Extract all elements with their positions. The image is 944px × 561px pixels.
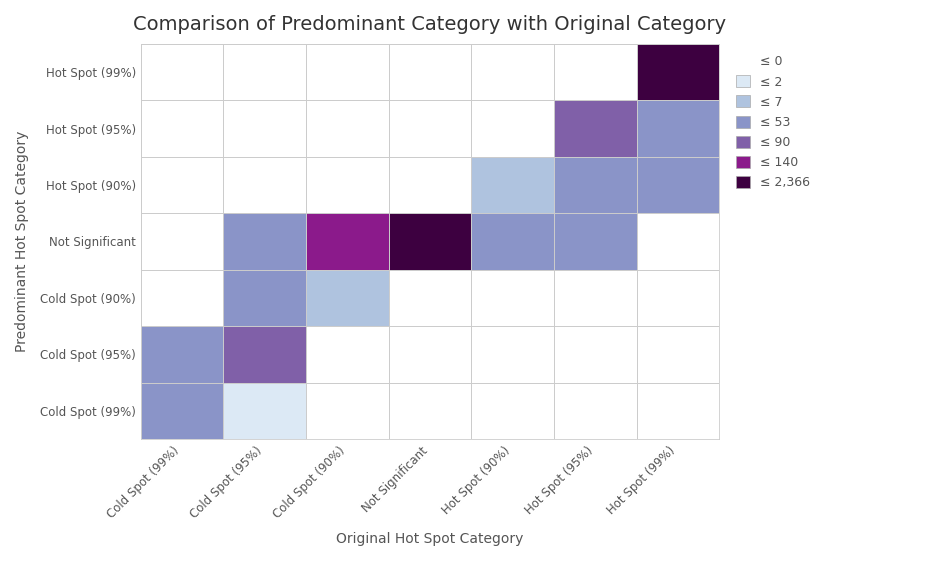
Bar — [471, 383, 553, 439]
Bar — [388, 213, 471, 270]
Bar — [553, 44, 636, 100]
Bar — [306, 270, 388, 326]
Bar — [141, 326, 223, 383]
Bar — [636, 326, 718, 383]
Bar — [636, 213, 718, 270]
Bar — [553, 100, 636, 157]
Bar — [306, 44, 388, 100]
Bar — [553, 213, 636, 270]
Bar — [306, 326, 388, 383]
Bar — [223, 100, 306, 157]
Bar — [553, 157, 636, 213]
Bar — [388, 383, 471, 439]
Bar — [388, 100, 471, 157]
Bar — [388, 157, 471, 213]
Bar — [141, 157, 223, 213]
Bar — [141, 213, 223, 270]
Title: Comparison of Predominant Category with Original Category: Comparison of Predominant Category with … — [133, 15, 726, 34]
X-axis label: Original Hot Spot Category: Original Hot Spot Category — [336, 532, 523, 546]
Bar — [306, 100, 388, 157]
Y-axis label: Predominant Hot Spot Category: Predominant Hot Spot Category — [15, 131, 29, 352]
Bar — [471, 100, 553, 157]
Bar — [306, 383, 388, 439]
Bar — [636, 157, 718, 213]
Bar — [636, 100, 718, 157]
Bar — [388, 326, 471, 383]
Bar — [141, 100, 223, 157]
Bar — [223, 157, 306, 213]
Bar — [223, 44, 306, 100]
Bar — [471, 326, 553, 383]
Bar — [636, 270, 718, 326]
Bar — [553, 383, 636, 439]
Bar — [471, 157, 553, 213]
Bar — [306, 213, 388, 270]
Bar — [141, 270, 223, 326]
Bar — [223, 383, 306, 439]
Bar — [388, 270, 471, 326]
Bar — [223, 213, 306, 270]
Bar — [553, 326, 636, 383]
Bar — [636, 44, 718, 100]
Bar — [471, 270, 553, 326]
Bar — [141, 44, 223, 100]
Bar — [141, 383, 223, 439]
Bar — [471, 213, 553, 270]
Bar — [388, 44, 471, 100]
Bar — [306, 157, 388, 213]
Bar — [471, 44, 553, 100]
Legend: ≤ 0, ≤ 2, ≤ 7, ≤ 53, ≤ 90, ≤ 140, ≤ 2,366: ≤ 0, ≤ 2, ≤ 7, ≤ 53, ≤ 90, ≤ 140, ≤ 2,36… — [731, 50, 814, 194]
Bar — [223, 326, 306, 383]
Bar — [223, 270, 306, 326]
Bar — [553, 270, 636, 326]
Bar — [636, 383, 718, 439]
